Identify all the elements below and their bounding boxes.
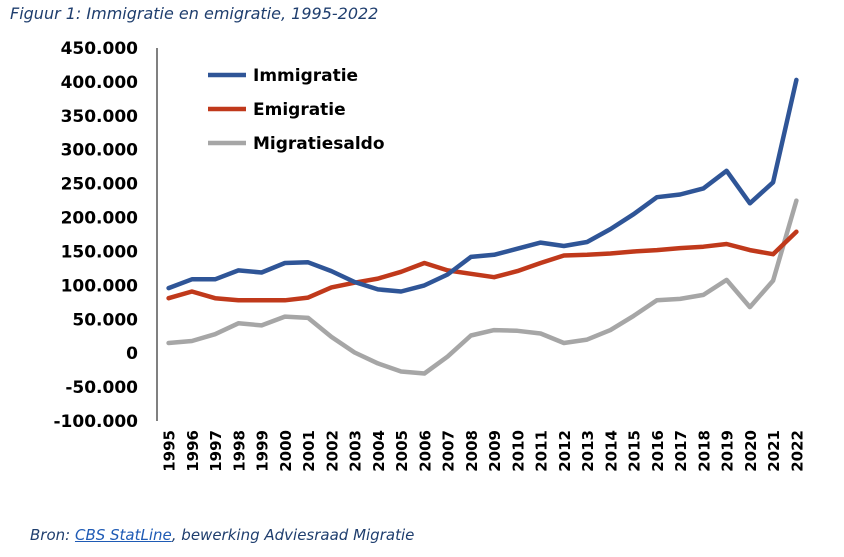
- legend-label-immigratie: Immigratie: [253, 66, 358, 86]
- y-tick-label: 150.000: [61, 242, 139, 262]
- source-prefix: Bron:: [30, 526, 75, 544]
- figure-caption: Figuur 1: Immigratie en emigratie, 1995-…: [10, 4, 379, 23]
- legend-label-migratiesaldo: Migratiesaldo: [253, 134, 385, 154]
- y-tick-label: -50.000: [65, 378, 138, 398]
- x-tick-label: 1998: [230, 430, 248, 472]
- x-tick-label: 2015: [626, 430, 644, 472]
- x-tick-label: 2006: [416, 430, 434, 472]
- y-tick-label: 450.000: [61, 39, 139, 59]
- series-line-migratiesaldo: [166, 198, 799, 376]
- x-tick-label: 2001: [300, 430, 318, 472]
- x-tick-label: 2016: [649, 430, 667, 472]
- y-tick-label: 300.000: [61, 141, 139, 161]
- y-tick-label: 100.000: [61, 276, 139, 296]
- legend-label-emigratie: Emigratie: [253, 100, 346, 120]
- x-tick-label: 2014: [602, 430, 620, 472]
- x-tick-label: 2020: [742, 430, 760, 472]
- source-suffix: , bewerking Adviesraad Migratie: [171, 526, 415, 544]
- x-tick-label: 2021: [765, 430, 783, 472]
- x-tick-label: 2012: [556, 430, 574, 472]
- y-tick-label: -100.000: [54, 412, 139, 432]
- x-tick-label: 2007: [440, 430, 458, 472]
- x-axis-labels: 1995 1996 1997 1998 1999 2000 2001 2002 2003 2004…: [161, 430, 807, 472]
- x-tick-label: 1997: [207, 430, 225, 472]
- y-tick-label: 350.000: [61, 107, 139, 127]
- y-tick-label: 400.000: [61, 73, 139, 93]
- x-tick-label: 2002: [323, 430, 341, 472]
- x-tick-label: 2018: [695, 430, 713, 472]
- x-tick-label: 2009: [486, 430, 504, 472]
- y-tick-label: 50.000: [72, 310, 138, 330]
- cbs-statline-link[interactable]: CBS StatLine: [74, 526, 172, 544]
- x-tick-label: 2022: [788, 430, 806, 472]
- source-note: Bron: CBS StatLine, bewerking Adviesraad…: [30, 526, 414, 544]
- x-tick-label: 1995: [161, 430, 179, 472]
- x-tick-label: 2003: [347, 430, 365, 472]
- x-tick-label: 1999: [254, 430, 272, 472]
- series-lines: [166, 77, 799, 376]
- x-tick-label: 2000: [277, 430, 295, 472]
- x-tick-label: 2013: [579, 430, 597, 472]
- x-tick-label: 1996: [184, 430, 202, 472]
- x-tick-label: 2019: [719, 430, 737, 472]
- y-tick-label: 250.000: [61, 175, 139, 195]
- legend: Immigratie Emigratie Migratiesaldo: [208, 66, 385, 154]
- series-line-immigratie: [166, 77, 799, 294]
- x-tick-label: 2004: [370, 430, 388, 472]
- x-tick-label: 2011: [533, 430, 551, 472]
- line-chart: 450.000 400.000 350.000 300.000 250.000 200.0…: [54, 39, 807, 472]
- x-tick-label: 2005: [393, 430, 411, 472]
- y-tick-label: 0: [126, 344, 138, 364]
- x-tick-label: 2008: [463, 430, 481, 472]
- series-line-emigratie: [166, 229, 799, 303]
- y-axis-labels: 450.000 400.000 350.000 300.000 250.000 200.0…: [54, 39, 139, 432]
- x-tick-label: 2017: [672, 430, 690, 472]
- x-tick-label: 2010: [509, 430, 527, 472]
- y-tick-label: 200.000: [61, 209, 139, 229]
